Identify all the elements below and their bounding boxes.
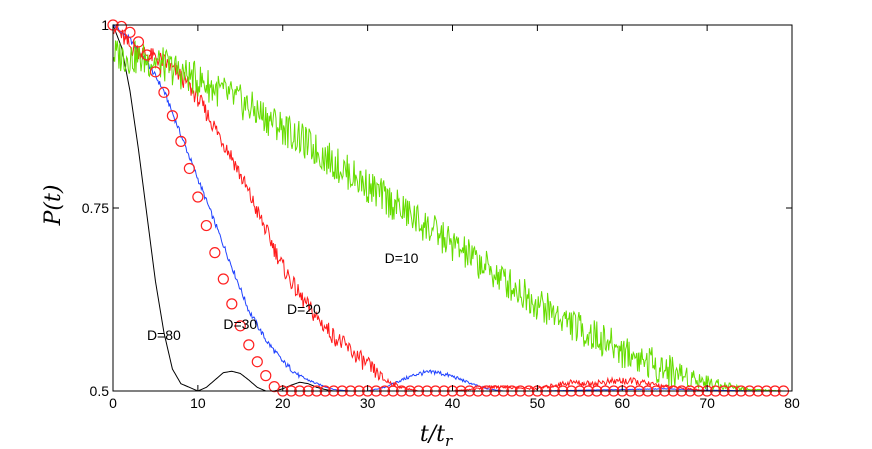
series-theory-point: [251, 356, 263, 368]
series-theory-point: [209, 247, 221, 259]
series-d-30-line: [112, 24, 784, 392]
y-axis-label: P(t): [41, 185, 66, 227]
series-theory-point: [200, 219, 212, 232]
series-theory-point: [183, 162, 195, 175]
y-tick-label: 0.75: [82, 200, 109, 216]
x-tick-label: 0: [109, 395, 117, 411]
x-tick-label: 60: [614, 395, 630, 411]
ticks-layer: 0 10 20 30 40 50 60 70 80 0.5 0.75 1: [82, 17, 800, 411]
annotation-label: D=30: [223, 316, 257, 332]
x-tick-label: 20: [275, 395, 291, 411]
annotation-label: D=20: [287, 301, 321, 317]
x-tick-label: 10: [190, 395, 206, 411]
series-theory-point: [115, 20, 128, 33]
x-tick-label: 40: [445, 395, 461, 411]
series-theory-point: [268, 381, 280, 393]
series-theory-point: [192, 191, 204, 203]
annotation-layer: D=80 D=30 D=20 D=10: [147, 250, 419, 343]
series-d-10-line: [112, 40, 784, 392]
annotation-label: D=80: [147, 327, 181, 343]
series-theory-point: [158, 86, 170, 98]
series-theory-point: [243, 339, 255, 351]
series-theory-point: [226, 298, 238, 310]
x-tick-label: 80: [784, 395, 800, 411]
x-axis-label: t/tr: [420, 422, 453, 449]
series-d-80-line: [112, 24, 784, 392]
y-tick-label: 1: [101, 17, 109, 33]
series-theory-markers: [107, 19, 790, 397]
series-theory-point: [149, 66, 162, 78]
series-theory-point: [260, 370, 272, 382]
series-theory-point: [175, 135, 187, 147]
x-tick-label: 30: [360, 395, 376, 411]
series-theory-point: [217, 273, 229, 285]
series-theory-point: [132, 36, 145, 48]
x-tick-label: 50: [530, 395, 546, 411]
x-tick-label: 70: [699, 395, 715, 411]
y-tick-label: 0.5: [90, 383, 110, 399]
series-theory-point: [166, 110, 179, 122]
series-d-20-line: [112, 24, 784, 392]
series-theory-point: [234, 320, 246, 332]
series-theory-point: [124, 26, 136, 38]
series-layer: [107, 19, 790, 397]
series-theory-point: [141, 49, 153, 61]
annotation-label: D=10: [385, 250, 419, 266]
plot-frame: [112, 24, 793, 392]
